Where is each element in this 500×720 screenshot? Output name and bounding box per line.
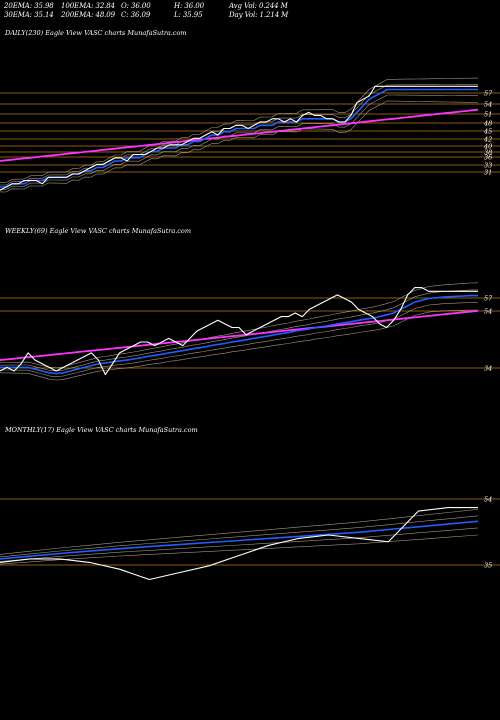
daily-tick-label-40: 40: [483, 143, 492, 151]
weekly-ma-band-0: [0, 309, 479, 381]
weekly-ma-band-3: [0, 282, 479, 369]
ema30-readout: 30EMA: 35.14: [4, 11, 54, 19]
open-readout: O: 36.00: [121, 2, 151, 10]
monthly-tick-label-54: 54: [484, 496, 492, 504]
daily-ma-band-3: [0, 77, 479, 183]
monthly-ma-band-2: [0, 515, 479, 558]
daily-panel-title: DAILY(230) Eagle View VASC charts Munafa…: [5, 29, 187, 37]
weekly-ma-band-1: [0, 302, 479, 378]
daily-series-0: [0, 85, 478, 191]
monthly-series-1: [0, 520, 479, 560]
weekly-series-0: [0, 287, 478, 376]
weekly-panel-title: WEEKLY(69) Eagle View VASC charts Munafa…: [5, 227, 191, 235]
monthly-ma-band-3: [0, 509, 479, 555]
weekly-ma-band-2: [0, 289, 479, 372]
day-vol-readout: Day Vol: 1.214 M: [229, 11, 289, 19]
weekly-tick-label-57: 57: [484, 295, 493, 303]
monthly-tick-label-35: 35: [484, 562, 492, 570]
avg-vol-readout: Avg Vol: 0.244 M: [229, 2, 288, 10]
daily-tick-label-38: 38: [484, 149, 492, 157]
monthly-panel-title: MONTHLY(17) Eagle View VASC charts Munaf…: [5, 426, 198, 434]
weekly-tick-label-54: 54: [484, 308, 492, 316]
low-readout: L: 35.95: [174, 11, 203, 19]
monthly-series-0: [0, 507, 478, 581]
high-readout: H: 36.00: [174, 2, 204, 10]
daily-tick-label-31: 31: [484, 169, 492, 177]
daily-tick-label-45: 45: [483, 128, 492, 136]
daily-tick-label-51: 51: [484, 111, 492, 119]
daily-tick-label-33: 33: [484, 162, 492, 170]
daily-tick-label-48: 48: [483, 120, 492, 128]
weekly-series-1: [0, 294, 478, 375]
monthly-ma-band-1: [0, 527, 479, 562]
monthly-ma-band-0: [0, 534, 479, 565]
daily-tick-label-57: 57: [484, 90, 493, 98]
daily-ma-band-0: [0, 100, 479, 193]
ema200-readout: 200EMA: 48.09: [61, 11, 116, 19]
daily-series-2: [0, 108, 479, 162]
close-readout: C: 36.09: [121, 11, 151, 19]
daily-tick-label-36: 36: [484, 154, 492, 162]
daily-ma-band-1: [0, 94, 478, 190]
weekly-series-2: [0, 309, 479, 361]
ema100-readout: 100EMA: 32.84: [61, 2, 116, 10]
weekly-tick-label-34: 34: [484, 365, 492, 373]
ema20-readout: 20EMA: 35.98: [4, 2, 54, 10]
daily-tick-label-54: 54: [484, 101, 492, 109]
daily-tick-label-42: 42: [483, 136, 492, 144]
